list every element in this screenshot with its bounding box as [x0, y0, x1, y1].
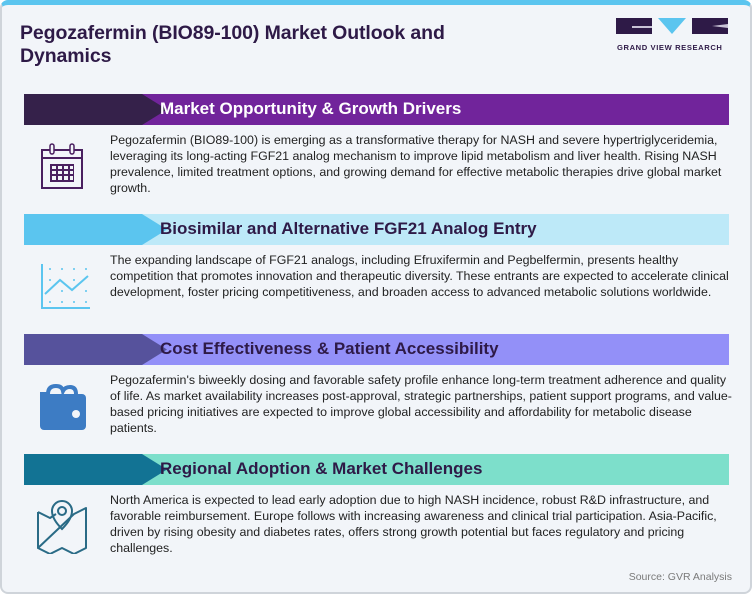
section-body-text: North America is expected to lead early …: [110, 493, 717, 555]
section-body-text: Pegozafermin's biweekly dosing and favor…: [110, 373, 732, 435]
section-title: Regional Adoption & Market Challenges: [160, 459, 483, 478]
map-pin-icon: [37, 499, 87, 554]
section-title: Market Opportunity & Growth Drivers: [160, 99, 462, 118]
section-header-cost-effectiveness: Cost Effectiveness & Patient Accessibili…: [24, 334, 729, 365]
source-note: Source: GVR Analysis: [628, 571, 732, 583]
logo-text: GRAND VIEW RESEARCH: [617, 43, 723, 52]
section-body-text: The expanding landscape of FGF21 analogs…: [110, 253, 729, 299]
section-header-regional-adoption: Regional Adoption & Market Challenges: [24, 454, 729, 485]
wallet-icon: [40, 383, 86, 430]
calendar-icon: [41, 143, 83, 189]
section-title: Biosimilar and Alternative FGF21 Analog …: [160, 219, 537, 238]
section-title: Cost Effectiveness & Patient Accessibili…: [160, 339, 499, 358]
page-title: Pegozafermin (BIO89-100) Market Outlook …: [20, 22, 445, 67]
section-body-text: Pegozafermin (BIO89-100) is emerging as …: [110, 133, 722, 195]
gvr-logo-icon: [616, 18, 728, 34]
section-header-biosimilar: Biosimilar and Alternative FGF21 Analog …: [24, 214, 729, 245]
line-chart-icon: [41, 264, 90, 309]
section-header-market-opportunity: Market Opportunity & Growth Drivers: [24, 94, 729, 125]
